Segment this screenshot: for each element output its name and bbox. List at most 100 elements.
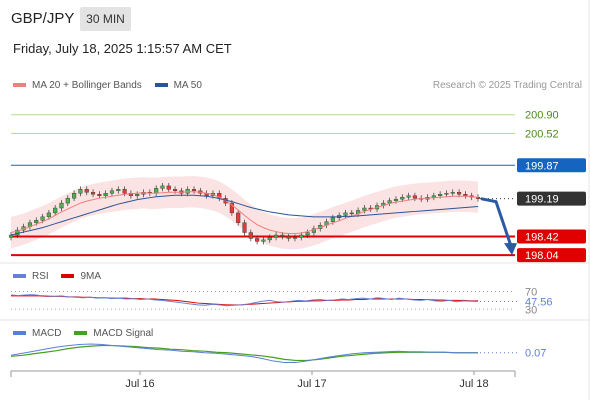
candle-body bbox=[122, 189, 127, 194]
ma20-swatch bbox=[13, 83, 26, 88]
level-tag-text: 199.19 bbox=[525, 194, 559, 206]
candle-body bbox=[273, 234, 279, 238]
candle-body bbox=[78, 189, 83, 194]
forecast-arrow-head bbox=[504, 243, 517, 256]
candle-body bbox=[8, 234, 14, 238]
rsi-axis-label: 47.56 bbox=[525, 296, 553, 308]
x-tick-label: Jul 17 bbox=[297, 378, 326, 390]
ma50-line bbox=[10, 194, 479, 236]
candle-body bbox=[229, 202, 234, 214]
candle-body bbox=[97, 194, 102, 196]
level-tag-text: 200.52 bbox=[525, 128, 559, 140]
legend-ma20-label: MA 20 + Bollinger Bands bbox=[32, 80, 142, 91]
macd-swatch bbox=[13, 331, 26, 336]
level-tag-199.87: 199.87 bbox=[517, 158, 586, 173]
candle-body bbox=[450, 192, 455, 194]
legend-rsi: RSI bbox=[13, 271, 49, 282]
x-tick-label: Jul 18 bbox=[459, 378, 488, 390]
timeframe-badge[interactable]: 30 MIN bbox=[80, 7, 131, 31]
candle-body bbox=[286, 236, 291, 239]
candle-body bbox=[116, 189, 121, 192]
legend-ma50: MA 50 bbox=[154, 80, 202, 91]
legend-macd-signal-label: MACD Signal bbox=[93, 328, 154, 339]
candle-body bbox=[456, 192, 462, 195]
candle-body bbox=[261, 239, 266, 242]
candle-body bbox=[412, 195, 417, 199]
bollinger-band bbox=[11, 176, 478, 250]
level-tag-198.04: 198.04 bbox=[517, 248, 586, 263]
candle-body bbox=[349, 212, 354, 215]
legend-macd: MACD bbox=[13, 328, 61, 339]
x-tick-label: Jul 16 bbox=[125, 378, 154, 390]
level-tag-200.90: 200.90 bbox=[525, 110, 559, 122]
rsi-axis-label: 30 bbox=[525, 304, 537, 316]
candle-body bbox=[160, 185, 165, 189]
candle-body bbox=[362, 207, 367, 211]
level-tag-198.42: 198.42 bbox=[517, 229, 586, 244]
candle-body bbox=[292, 237, 298, 239]
macd-signal-line bbox=[10, 344, 478, 362]
level-tag-bg bbox=[517, 191, 586, 206]
candle-body bbox=[166, 185, 171, 190]
rsi-legend: RSI 9MA bbox=[13, 271, 111, 282]
macd-line bbox=[10, 343, 478, 363]
candle-body bbox=[53, 207, 58, 214]
candle-body bbox=[103, 193, 108, 196]
candle-body bbox=[72, 193, 77, 199]
candle-body bbox=[305, 232, 310, 236]
datetime-label: Friday, July 18, 2025 1:15:57 AM CET bbox=[13, 41, 232, 56]
level-tag-text: 198.04 bbox=[525, 250, 559, 262]
candle-body bbox=[34, 220, 39, 223]
candle-body bbox=[393, 198, 399, 201]
level-tag-bg bbox=[517, 229, 586, 244]
legend-ma50-label: MA 50 bbox=[173, 80, 202, 91]
candle-body bbox=[248, 232, 253, 239]
candle-body bbox=[255, 238, 260, 242]
candle-body bbox=[84, 189, 89, 193]
rsi-axis-label: 70 bbox=[525, 286, 537, 298]
main-legend: MA 20 + Bollinger Bands MA 50 bbox=[13, 80, 212, 91]
candle-body bbox=[431, 195, 436, 198]
rsi-line bbox=[10, 294, 479, 307]
candle-body bbox=[387, 200, 392, 204]
candle-body bbox=[90, 192, 96, 195]
credit-label: Research © 2025 Trading Central bbox=[432, 80, 582, 91]
legend-ma20: MA 20 + Bollinger Bands bbox=[13, 80, 142, 91]
candle-body bbox=[463, 194, 468, 196]
legend-9ma: 9MA bbox=[61, 271, 101, 282]
chart-header: GBP/JPY 30 MIN Friday, July 18, 2025 1:1… bbox=[0, 0, 590, 70]
level-tag-text: 198.42 bbox=[525, 231, 559, 243]
candle-body bbox=[444, 193, 449, 195]
ma9-swatch bbox=[61, 274, 75, 279]
candle-body bbox=[267, 237, 272, 241]
level-tag-text: 200.90 bbox=[525, 110, 559, 122]
signal-swatch bbox=[74, 331, 88, 336]
candle-body bbox=[406, 195, 411, 198]
candle-body bbox=[40, 216, 45, 221]
candle-body bbox=[46, 212, 51, 218]
candle-body bbox=[343, 212, 348, 216]
legend-macd-signal: MACD Signal bbox=[74, 328, 153, 339]
legend-9ma-label: 9MA bbox=[80, 271, 102, 282]
candle-body bbox=[154, 188, 159, 194]
symbol-label: GBP/JPY bbox=[11, 10, 75, 27]
forecast-arrow-line bbox=[480, 197, 513, 247]
level-tag-200.52: 200.52 bbox=[525, 128, 559, 140]
candle-body bbox=[299, 234, 304, 238]
ma50-swatch bbox=[154, 83, 168, 88]
candle-body bbox=[400, 196, 405, 200]
candle-body bbox=[242, 222, 247, 233]
level-tag-bg bbox=[517, 248, 586, 263]
candle-body bbox=[438, 194, 443, 196]
candle-body bbox=[330, 217, 335, 222]
legend-rsi-label: RSI bbox=[32, 271, 49, 282]
macd-legend: MACD MACD Signal bbox=[13, 328, 163, 339]
candle-body bbox=[109, 190, 115, 194]
level-tag-text: 199.87 bbox=[525, 160, 559, 172]
candle-body bbox=[15, 229, 20, 236]
candle-body bbox=[65, 197, 70, 204]
candle-body bbox=[191, 189, 197, 192]
candle-body bbox=[173, 189, 178, 192]
rsi-swatch bbox=[13, 274, 26, 279]
